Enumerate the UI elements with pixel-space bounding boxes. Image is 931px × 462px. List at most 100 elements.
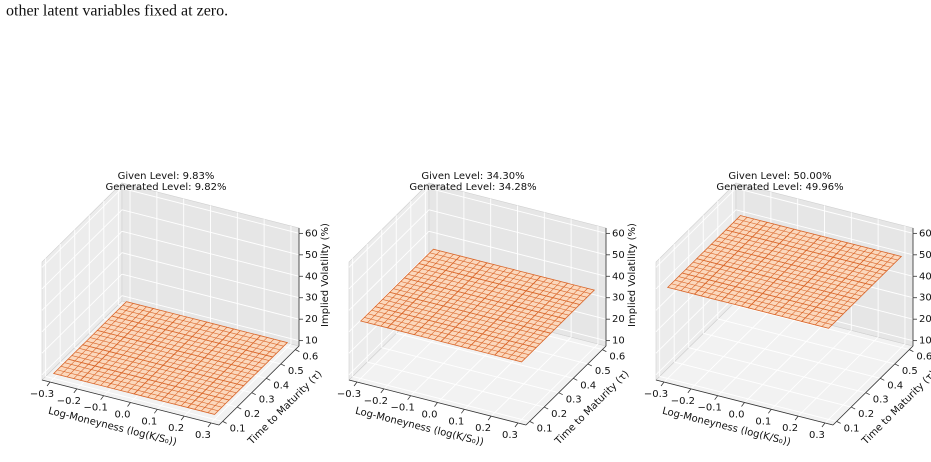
mesh-line: [371, 309, 399, 318]
mesh-line: [149, 311, 177, 320]
chart-subtitle: Generated Level: 34.28%: [409, 182, 536, 193]
x-tick: [434, 402, 438, 407]
mesh-line: [770, 262, 786, 278]
mesh-line: [722, 233, 750, 241]
mesh-line: [516, 333, 544, 341]
x-tick: [714, 395, 719, 400]
mesh-line: [102, 358, 130, 366]
mesh-line: [114, 356, 130, 372]
chart-subtitle: Generated Level: 49.96%: [716, 182, 843, 193]
mesh-line: [811, 278, 839, 286]
grid-line: [688, 347, 866, 394]
mesh-line: [158, 336, 186, 344]
y-tick-label: 0.6: [609, 352, 625, 363]
grid-line: [428, 230, 607, 277]
grid-line: [121, 230, 300, 277]
mesh-line: [198, 396, 226, 404]
mesh-line: [199, 329, 227, 337]
mesh-line: [477, 305, 505, 313]
mesh-line: [102, 335, 118, 351]
mesh-line: [448, 333, 476, 342]
mesh-line: [531, 295, 547, 311]
mesh-line: [411, 270, 439, 278]
mesh-line: [479, 269, 507, 278]
subplot: −0.3−0.2−0.1 0.0 0.1 0.2 0.3 0.1 0.2 0.3 0.4 0.5 0…: [644, 171, 931, 448]
z-tick-label: 40: [305, 271, 318, 282]
mesh-line: [132, 361, 160, 370]
mesh-line: [784, 248, 800, 264]
mesh-line: [475, 317, 491, 333]
grid-line: [348, 230, 430, 311]
subplot: −0.3−0.2−0.1 0.0 0.1 0.2 0.3 0.1 0.2 0.3 0.4 0.5 0…: [30, 171, 331, 448]
y-tick: [558, 392, 563, 396]
grid-line: [744, 323, 825, 403]
grid-line: [732, 304, 910, 351]
mesh-line: [870, 252, 898, 261]
y-tick-label: 0.5: [288, 366, 304, 377]
axis-line: [348, 379, 527, 426]
mesh-line: [796, 292, 824, 301]
x-tick: [407, 395, 412, 400]
mesh-line: [127, 377, 143, 393]
mesh-line: [702, 263, 718, 279]
mesh-line: [207, 398, 223, 413]
mesh-line: [829, 260, 857, 268]
mesh-line: [441, 273, 469, 282]
mesh-line: [197, 341, 213, 357]
mesh-line: [850, 283, 866, 299]
y-tick-label: 0.6: [916, 352, 931, 363]
grid-line: [655, 209, 737, 290]
mesh-line: [481, 301, 509, 310]
mesh-line: [823, 276, 839, 292]
mesh-line: [129, 342, 145, 357]
mesh-line: [823, 299, 851, 308]
grid-line: [41, 252, 123, 333]
mesh-line: [215, 346, 243, 354]
mesh-line: [144, 382, 172, 391]
mesh-line: [809, 290, 825, 306]
mesh-line: [478, 337, 506, 345]
mesh-line: [514, 345, 530, 361]
mesh-line: [491, 290, 519, 299]
mesh-line: [504, 288, 520, 304]
mesh-line: [705, 283, 733, 291]
x-tick-label: −0.2: [671, 396, 695, 407]
mesh-line: [227, 367, 255, 376]
mesh-line: [380, 311, 396, 327]
grid-line: [797, 336, 879, 417]
mesh-line: [716, 249, 732, 264]
mesh-line: [506, 276, 534, 284]
grid-line: [659, 375, 837, 422]
mesh-line: [251, 355, 267, 370]
z-tick-label: 10: [919, 336, 931, 347]
mesh-line: [454, 294, 482, 303]
mesh-line: [549, 300, 577, 309]
mesh-line: [493, 322, 521, 331]
y-tick-label: 0.3: [259, 395, 275, 406]
z-tick-label: 10: [305, 336, 318, 347]
grid-line: [41, 273, 123, 354]
mesh-line: [769, 285, 797, 294]
y-tick: [865, 392, 870, 396]
mesh-line: [790, 232, 818, 240]
mesh-line: [134, 326, 162, 334]
mesh-line: [808, 313, 836, 322]
mesh-line: [707, 247, 735, 255]
mesh-line: [838, 262, 854, 277]
mesh-line: [755, 277, 771, 292]
mesh-line: [786, 236, 814, 244]
grid-line: [121, 273, 300, 320]
mesh-line: [429, 252, 457, 260]
mesh-line: [425, 323, 453, 331]
mesh-line: [180, 391, 196, 407]
chart-title: Given Level: 50.00%: [728, 171, 831, 182]
mesh-line: [409, 282, 425, 298]
mesh-line: [168, 393, 196, 401]
mesh-line: [239, 333, 255, 349]
mesh-line: [141, 386, 169, 394]
mesh-line: [105, 354, 133, 363]
mesh-line: [462, 319, 490, 328]
mesh-line: [394, 320, 422, 328]
x-tick-label: 0.1: [755, 416, 771, 427]
